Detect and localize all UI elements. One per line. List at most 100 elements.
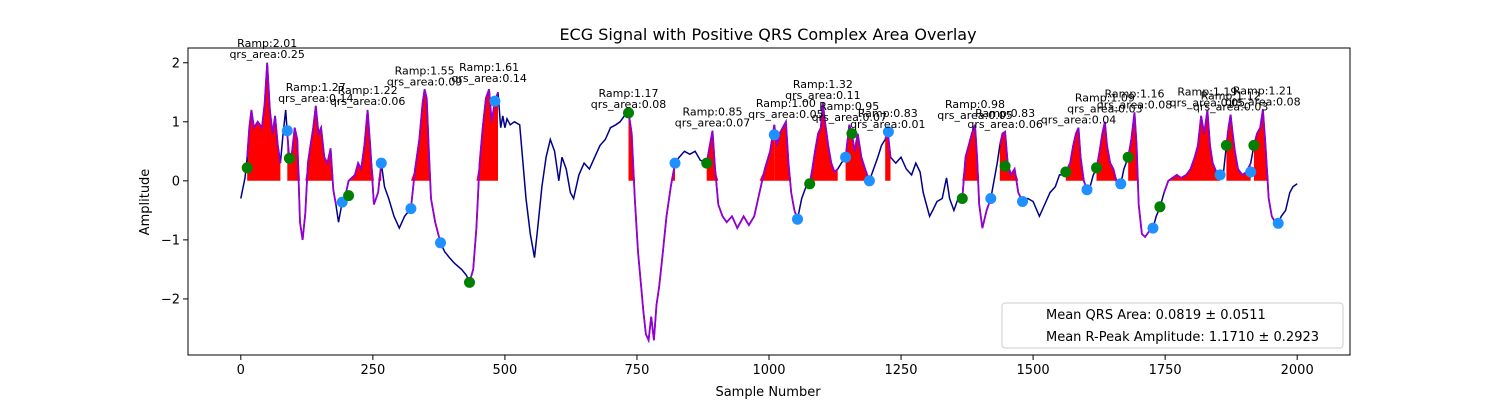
- qrs-segment-line: [1127, 112, 1154, 239]
- peak-marker: [999, 160, 1011, 172]
- qrs-area-annotation: qrs_area:0.08: [1225, 95, 1300, 108]
- peak-marker: [956, 193, 968, 204]
- legend-entry-r-peak: Mean R-Peak Amplitude: 1.1710 ± 0.2923: [1046, 330, 1319, 345]
- ramp-annotation: Ramp:0.83: [975, 107, 1035, 120]
- peak-marker: [1060, 166, 1072, 178]
- peak-marker: [623, 107, 634, 119]
- onset-marker: [1272, 217, 1284, 229]
- qrs-segment-line: [808, 102, 839, 184]
- peak-marker: [1091, 162, 1102, 174]
- onset-marker: [375, 157, 387, 169]
- qrs-segment-line: [705, 124, 776, 231]
- chart-title: ECG Signal with Positive QRS Complex Are…: [559, 25, 976, 44]
- qrs-area-annotation: qrs_area:0.08: [591, 98, 666, 111]
- qrs-area-fill: [774, 121, 798, 181]
- legend: Mean QRS Area: 0.0819 ± 0.0511 Mean R-Pe…: [1001, 302, 1344, 349]
- ramp-annotation: Ramp:1.19: [1177, 86, 1237, 99]
- x-tick-label: 1250: [884, 363, 917, 378]
- qrs-area-annotation: qrs_area:0.09: [387, 75, 462, 88]
- onset-marker: [1081, 184, 1093, 196]
- x-tick-label: 2000: [1281, 363, 1314, 378]
- qrs-area-fill: [247, 62, 281, 181]
- y-tick-label: 0: [172, 174, 180, 189]
- peak-marker: [283, 152, 295, 164]
- ramp-annotation: Ramp:1.32: [793, 78, 853, 91]
- qrs-area-annotation: qrs_area:0.03: [1193, 101, 1268, 114]
- annotation-layer: Ramp:2.01qrs_area:0.25Ramp:1.27qrs_area:…: [229, 37, 1300, 131]
- ramp-annotation: Ramp:1.17: [598, 87, 658, 100]
- qrs-segment-line: [1064, 127, 1088, 191]
- peak-marker: [241, 162, 253, 174]
- qrs-segment-line: [773, 118, 799, 220]
- peak-marker: [464, 276, 475, 288]
- qrs-area-fill: [706, 124, 775, 181]
- peak-marker: [1154, 201, 1166, 213]
- onset-marker: [435, 237, 446, 249]
- onset-marker: [669, 157, 681, 169]
- onset-marker: [768, 129, 780, 141]
- x-axis: 0 250 500 750 1000 1250 1500 1750 2000: [237, 355, 1314, 378]
- legend-box: [1001, 302, 1344, 349]
- onset-marker: [405, 203, 417, 215]
- onset-marker: [840, 151, 852, 163]
- ramp-annotation: Ramp:1.12: [1201, 90, 1261, 103]
- qrs-area-annotation: qrs_area:0.08: [1097, 98, 1172, 111]
- onset-marker: [1017, 196, 1028, 207]
- y-tick-label: 1: [172, 115, 180, 130]
- qrs-area-annotation: qrs_area:0.04: [1041, 114, 1116, 127]
- qrs-area-fill: [1128, 112, 1153, 181]
- ramp-annotation: Ramp:1.55: [395, 64, 455, 77]
- peak-marker: [804, 178, 816, 190]
- peak-marker: [1220, 139, 1232, 151]
- x-axis-label: Sample Number: [715, 385, 821, 400]
- qrs-area-annotation: qrs_area:0.07: [675, 117, 750, 130]
- legend-entry-qrs-area: Mean QRS Area: 0.0819 ± 0.0511: [1046, 308, 1266, 323]
- qrs-area-fill: [1253, 109, 1279, 181]
- ramp-annotation: Ramp:0.98: [945, 98, 1005, 111]
- qrs-area-fill: [1164, 110, 1221, 181]
- peak-marker: [701, 157, 713, 169]
- qrs-area-annotation: qrs_area:0.06: [330, 95, 405, 108]
- qrs-area-annotation: qrs_area:0.05: [937, 109, 1012, 122]
- qrs-segment-line: [341, 109, 383, 205]
- ramp-annotation: Ramp:1.22: [338, 84, 398, 97]
- marker-layer: [241, 95, 1284, 288]
- qrs-segment-line: [627, 111, 676, 344]
- y-tick-label: −1: [161, 233, 180, 248]
- qrs-area-annotation: qrs_area:0.11: [785, 89, 860, 102]
- qrs-area-annotation: qrs_area:0.25: [229, 48, 304, 61]
- qrs-segment-line: [410, 89, 442, 244]
- onset-marker: [1245, 166, 1257, 178]
- x-tick-label: 1000: [752, 363, 785, 378]
- x-tick-label: 1750: [1149, 363, 1182, 378]
- qrs-segment-line: [468, 88, 499, 283]
- qrs-segment-line: [961, 124, 992, 229]
- onset-marker: [1214, 169, 1226, 181]
- x-tick-label: 500: [492, 363, 517, 378]
- onset-marker: [792, 213, 803, 225]
- x-tick-label: 250: [360, 363, 385, 378]
- x-tick-label: 1500: [1017, 363, 1050, 378]
- qrs-segment-line: [286, 105, 337, 241]
- qrs-line-layer: [246, 62, 1279, 344]
- qrs-area-annotation: qrs_area:0.03: [1067, 103, 1142, 116]
- onset-marker: [985, 193, 997, 204]
- qrs-area-fill: [885, 131, 891, 181]
- x-tick-label: 750: [625, 363, 650, 378]
- qrs-area-annotation: qrs_area:0.05: [748, 108, 823, 121]
- qrs-area-fill: [1226, 114, 1251, 181]
- y-tick-label: 2: [172, 56, 180, 71]
- qrs-area-annotation: qrs_area:0.07: [812, 111, 887, 124]
- ramp-annotation: Ramp:1.16: [1104, 87, 1164, 100]
- peak-marker: [343, 190, 355, 202]
- peak-marker: [1248, 139, 1260, 151]
- onset-marker: [863, 175, 875, 187]
- onset-marker: [1115, 178, 1127, 190]
- ramp-annotation: Ramp:2.01: [237, 37, 297, 50]
- qrs-segment-line: [1163, 109, 1221, 193]
- ramp-annotation: Ramp:1.00: [756, 97, 816, 110]
- qrs-area-annotation: qrs_area:0.14: [451, 72, 526, 85]
- peak-marker: [846, 128, 858, 140]
- onset-marker: [281, 125, 293, 137]
